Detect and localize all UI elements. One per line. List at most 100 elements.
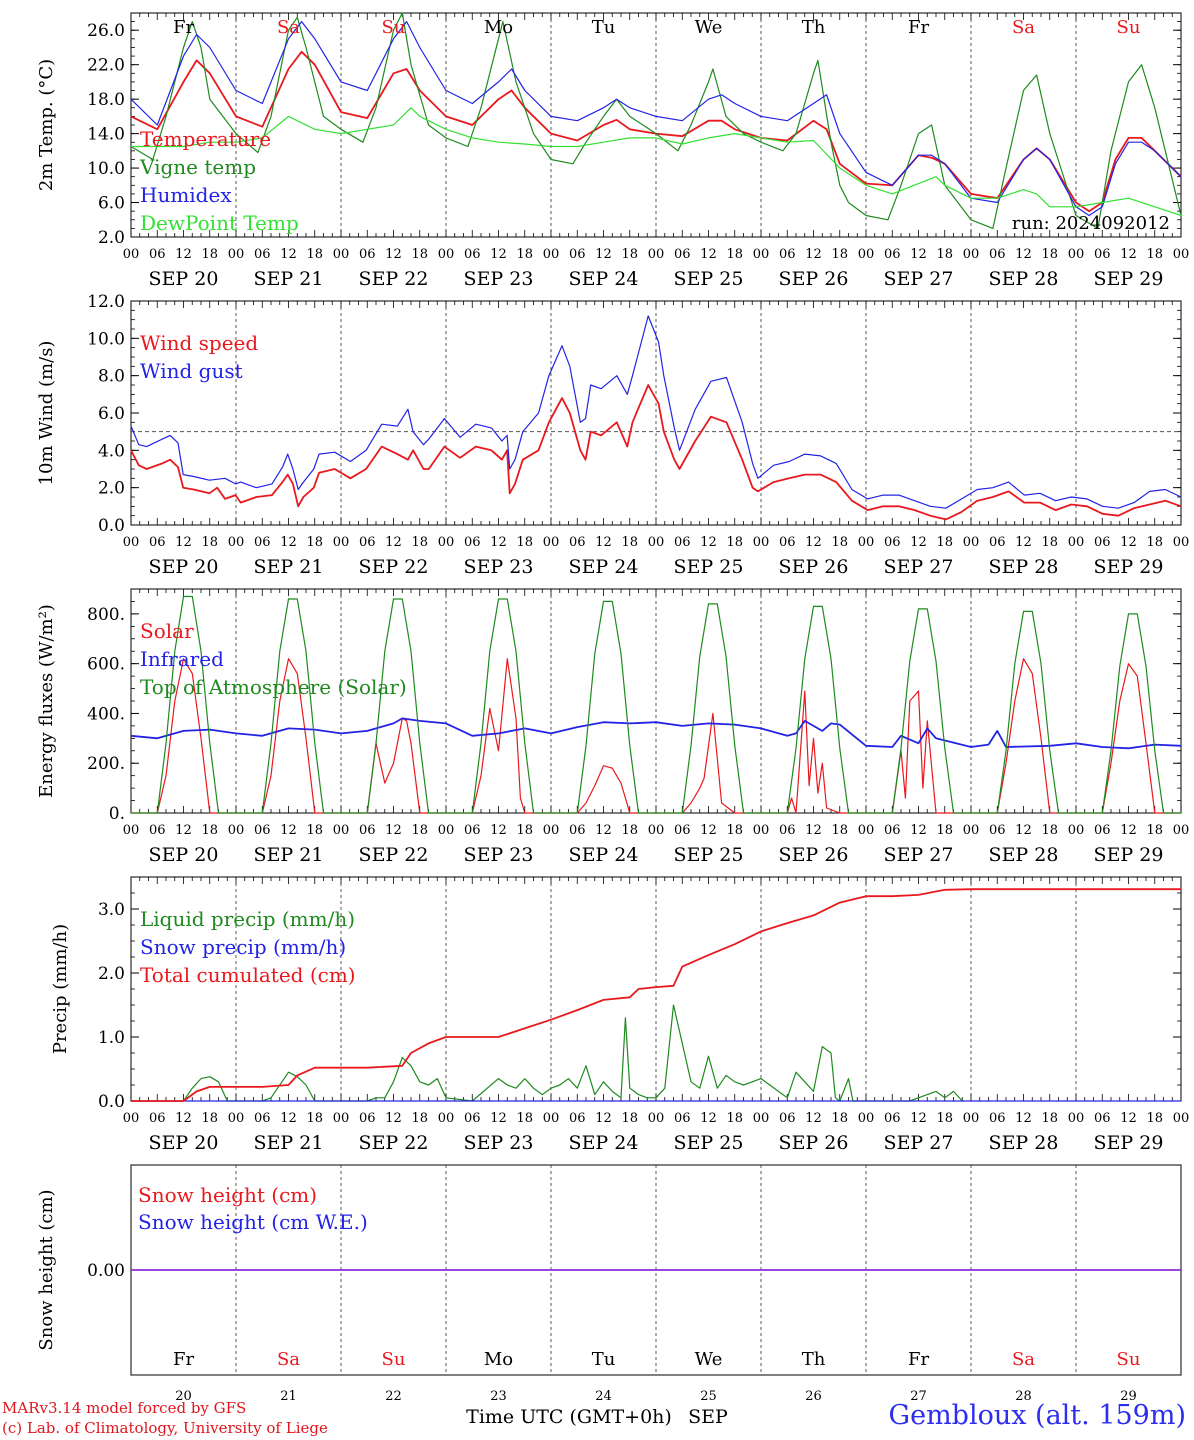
y-tick-label: 6.0 [98, 404, 125, 424]
x-hour-tick-label: 18 [201, 1111, 218, 1126]
x-hour-tick-label: 12 [700, 823, 717, 838]
x-hour-tick-label: 12 [175, 1111, 192, 1126]
x-hour-tick-label: 00 [543, 1111, 560, 1126]
x-hour-tick-label: 00 [753, 1111, 770, 1126]
x-date-label: SEP 20 [149, 268, 219, 290]
x-hour-tick-label: 18 [411, 247, 428, 262]
x-date-label: SEP 28 [989, 844, 1059, 866]
x-hour-tick-label: 06 [359, 247, 376, 262]
weekday-label-top: Sa [1012, 17, 1035, 38]
x-hour-tick-label: 06 [989, 535, 1006, 550]
x-hour-tick-label: 00 [543, 823, 560, 838]
panel-3: 0. 200. 400. 600. 800. Energy fluxes (W/m²) So… [36, 588, 1189, 866]
x-hour-tick-label: 06 [884, 535, 901, 550]
x-hour-tick-label: 06 [884, 823, 901, 838]
day-number-label: 28 [1015, 1389, 1032, 1404]
day-number-label: 21 [280, 1389, 297, 1404]
legend-entry: Snow height (cm W.E.) [138, 1210, 368, 1234]
x-hour-tick-label: 06 [149, 247, 166, 262]
x-hour-tick-label: 00 [858, 823, 875, 838]
x-hour-tick-label: 00 [858, 535, 875, 550]
weekday-label-top: Mo [484, 17, 513, 38]
x-date-label: SEP 20 [149, 1132, 219, 1154]
x-hour-tick-label: 18 [516, 823, 533, 838]
x-hour-tick-label: 18 [726, 823, 743, 838]
weekday-label-top: We [695, 17, 723, 38]
weekday-label-bottom: Fr [908, 1349, 929, 1370]
weekday-label-top: Su [382, 17, 406, 38]
x-hour-tick-label: 06 [359, 823, 376, 838]
x-date-label: SEP 28 [989, 1132, 1059, 1154]
legend-entry: Humidex [140, 183, 232, 207]
y-axis-label: Snow height (cm) [36, 1189, 57, 1350]
x-date-label: SEP 25 [674, 1132, 744, 1154]
x-date-label: SEP 27 [884, 556, 954, 578]
series-line-top-of-atmosphere-solar- [131, 595, 1181, 814]
x-hour-tick-label: 12 [910, 823, 927, 838]
legend-entry: Total cumulated (cm) [140, 963, 356, 987]
panel-4: 0.0 1.0 2.0 3.0 Precip (mm/h) Liquid precip (… [50, 876, 1190, 1154]
x-hour-tick-label: 06 [464, 247, 481, 262]
x-date-label: SEP 26 [779, 1132, 849, 1154]
legend-entry: Wind speed [140, 331, 258, 355]
x-hour-tick-label: 12 [910, 247, 927, 262]
legend-entry: Solar [140, 619, 194, 643]
x-hour-tick-label: 00 [123, 823, 140, 838]
x-hour-tick-label: 06 [254, 535, 271, 550]
x-hour-tick-label: 18 [621, 1111, 638, 1126]
x-hour-tick-label: 00 [648, 535, 665, 550]
x-hour-tick-label: 00 [648, 823, 665, 838]
x-date-label: SEP 21 [254, 1132, 324, 1154]
x-axis-label: Time UTC (GMT+0h) [466, 1406, 672, 1428]
x-hour-tick-label: 06 [464, 1111, 481, 1126]
x-hour-tick-label: 06 [779, 1111, 796, 1126]
y-tick-label: 10.0 [87, 329, 125, 349]
weekday-label-top: Tu [592, 17, 616, 38]
x-hour-tick-label: 12 [385, 535, 402, 550]
day-number-label: 22 [385, 1389, 402, 1404]
legend-entry: Snow height (cm) [138, 1183, 317, 1207]
x-date-label: SEP 24 [569, 556, 639, 578]
x-hour-tick-label: 12 [1015, 247, 1032, 262]
y-tick-label: 8.0 [98, 367, 125, 387]
x-hour-tick-label: 18 [516, 1111, 533, 1126]
x-hour-tick-label: 12 [280, 1111, 297, 1126]
x-hour-tick-label: 06 [569, 247, 586, 262]
x-date-label: SEP 23 [464, 844, 534, 866]
x-hour-tick-label: 06 [884, 1111, 901, 1126]
y-tick-label: 0.0 [98, 516, 125, 536]
x-hour-tick-label: 06 [254, 247, 271, 262]
x-hour-tick-label: 00 [1173, 1111, 1190, 1126]
x-hour-tick-label: 06 [569, 823, 586, 838]
x-hour-tick-label: 18 [726, 247, 743, 262]
x-hour-tick-label: 12 [280, 247, 297, 262]
x-hour-tick-label: 00 [753, 535, 770, 550]
x-hour-tick-label: 00 [333, 823, 350, 838]
x-hour-tick-label: 18 [1146, 535, 1163, 550]
x-date-label: SEP 23 [464, 556, 534, 578]
x-date-label: SEP 22 [359, 1132, 429, 1154]
x-date-label: SEP 20 [149, 556, 219, 578]
x-hour-tick-label: 00 [963, 1111, 980, 1126]
x-hour-tick-label: 18 [936, 535, 953, 550]
x-hour-tick-label: 00 [228, 535, 245, 550]
x-hour-tick-label: 00 [963, 535, 980, 550]
weekday-label-bottom: Mo [484, 1349, 513, 1370]
y-axis-label: Precip (mm/h) [50, 924, 71, 1054]
x-hour-tick-label: 00 [963, 823, 980, 838]
x-hour-tick-label: 06 [149, 535, 166, 550]
x-date-label: SEP 29 [1094, 1132, 1164, 1154]
x-hour-tick-label: 06 [779, 247, 796, 262]
x-hour-tick-label: 00 [648, 247, 665, 262]
x-hour-tick-label: 12 [1120, 535, 1137, 550]
day-number-label: 25 [700, 1389, 717, 1404]
weekday-label-bottom: Th [802, 1349, 826, 1370]
y-tick-label: 10.0 [87, 159, 125, 179]
x-hour-tick-label: 06 [1094, 823, 1111, 838]
x-hour-tick-label: 00 [123, 247, 140, 262]
x-date-label: SEP 26 [779, 844, 849, 866]
y-tick-label: 400. [87, 704, 125, 724]
legend-entry: Wind gust [140, 359, 243, 383]
y-tick-label: 4.0 [98, 441, 125, 461]
x-hour-tick-label: 18 [306, 535, 323, 550]
